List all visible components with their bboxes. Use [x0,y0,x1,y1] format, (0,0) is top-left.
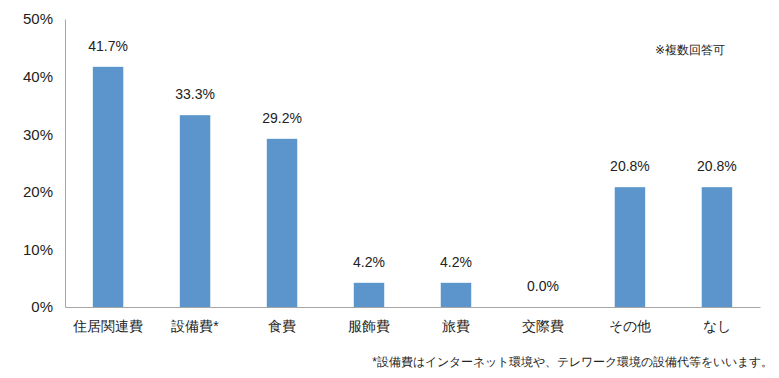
x-tick-label: 旅費 [442,318,470,334]
bar [267,139,297,307]
bar [528,307,558,308]
data-label: 20.8% [610,158,650,174]
bars [93,67,732,307]
x-tick-label: その他 [609,318,651,334]
bar [702,187,732,307]
x-axis-line [66,307,761,308]
x-tick-label: 服飾費 [348,318,390,334]
bar [615,187,645,307]
x-tick: その他 [609,307,651,334]
x-tick: 設備費* [171,307,219,334]
y-axis: 0% 10% 20% 30% 40% 50% [23,10,66,315]
x-tick-label: 食費 [268,318,296,334]
x-tick-label: なし [703,318,731,334]
y-tick: 30% [23,126,65,143]
data-label: 4.2% [353,254,385,270]
data-label: 4.2% [440,254,472,270]
x-tick: 食費 [268,307,296,334]
x-tick-label: 設備費* [171,318,219,334]
data-label: 29.2% [262,110,302,126]
y-tick: 50% [23,10,65,27]
data-label: 41.7% [88,38,128,54]
y-tick-label: 50% [23,10,53,27]
y-tick-label: 10% [23,241,53,258]
y-axis-line [65,20,66,308]
x-tick: 交際費 [522,307,564,334]
y-tick-label: 20% [23,183,53,200]
x-tick: 旅費 [442,307,470,334]
annotations: ※複数回答可 *設備費はインターネット環境や、テレワーク環境の設備代等をいいます。 [372,43,773,369]
plot: 0% 10% 20% 30% 40% 50% 住居関連費 設備費* 食費 服飾費 旅費 交際費 その他 な… [23,10,761,334]
annotation: ※複数回答可 [655,43,725,57]
y-tick: 20% [23,183,65,200]
x-tick: なし [703,307,731,334]
y-tick-label: 0% [31,298,53,315]
data-label: 33.3% [175,86,215,102]
bar [180,115,210,307]
x-tick-label: 住居関連費 [72,318,143,334]
chart: 0% 10% 20% 30% 40% 50% 住居関連費 設備費* 食費 服飾費 旅費 交際費 その他 な… [0,0,779,378]
data-label: 0.0% [527,278,559,294]
x-tick: 住居関連費 [72,307,143,334]
y-tick: 10% [23,241,65,258]
y-tick-label: 40% [23,68,53,85]
bar [93,67,123,307]
x-axis: 住居関連費 設備費* 食費 服飾費 旅費 交際費 その他 なし [66,307,761,334]
y-tick: 0% [31,298,65,315]
y-tick-label: 30% [23,126,53,143]
x-tick: 服飾費 [348,307,390,334]
bar [354,283,384,307]
x-tick-label: 交際費 [522,318,564,334]
data-labels: 41.7% 33.3% 29.2% 4.2% 4.2% 0.0% 20.8% 20.8% [88,38,737,294]
annotation: *設備費はインターネット環境や、テレワーク環境の設備代等をいいます。 [372,355,773,369]
data-label: 20.8% [697,158,737,174]
bar [441,283,471,307]
y-tick: 40% [23,68,65,85]
